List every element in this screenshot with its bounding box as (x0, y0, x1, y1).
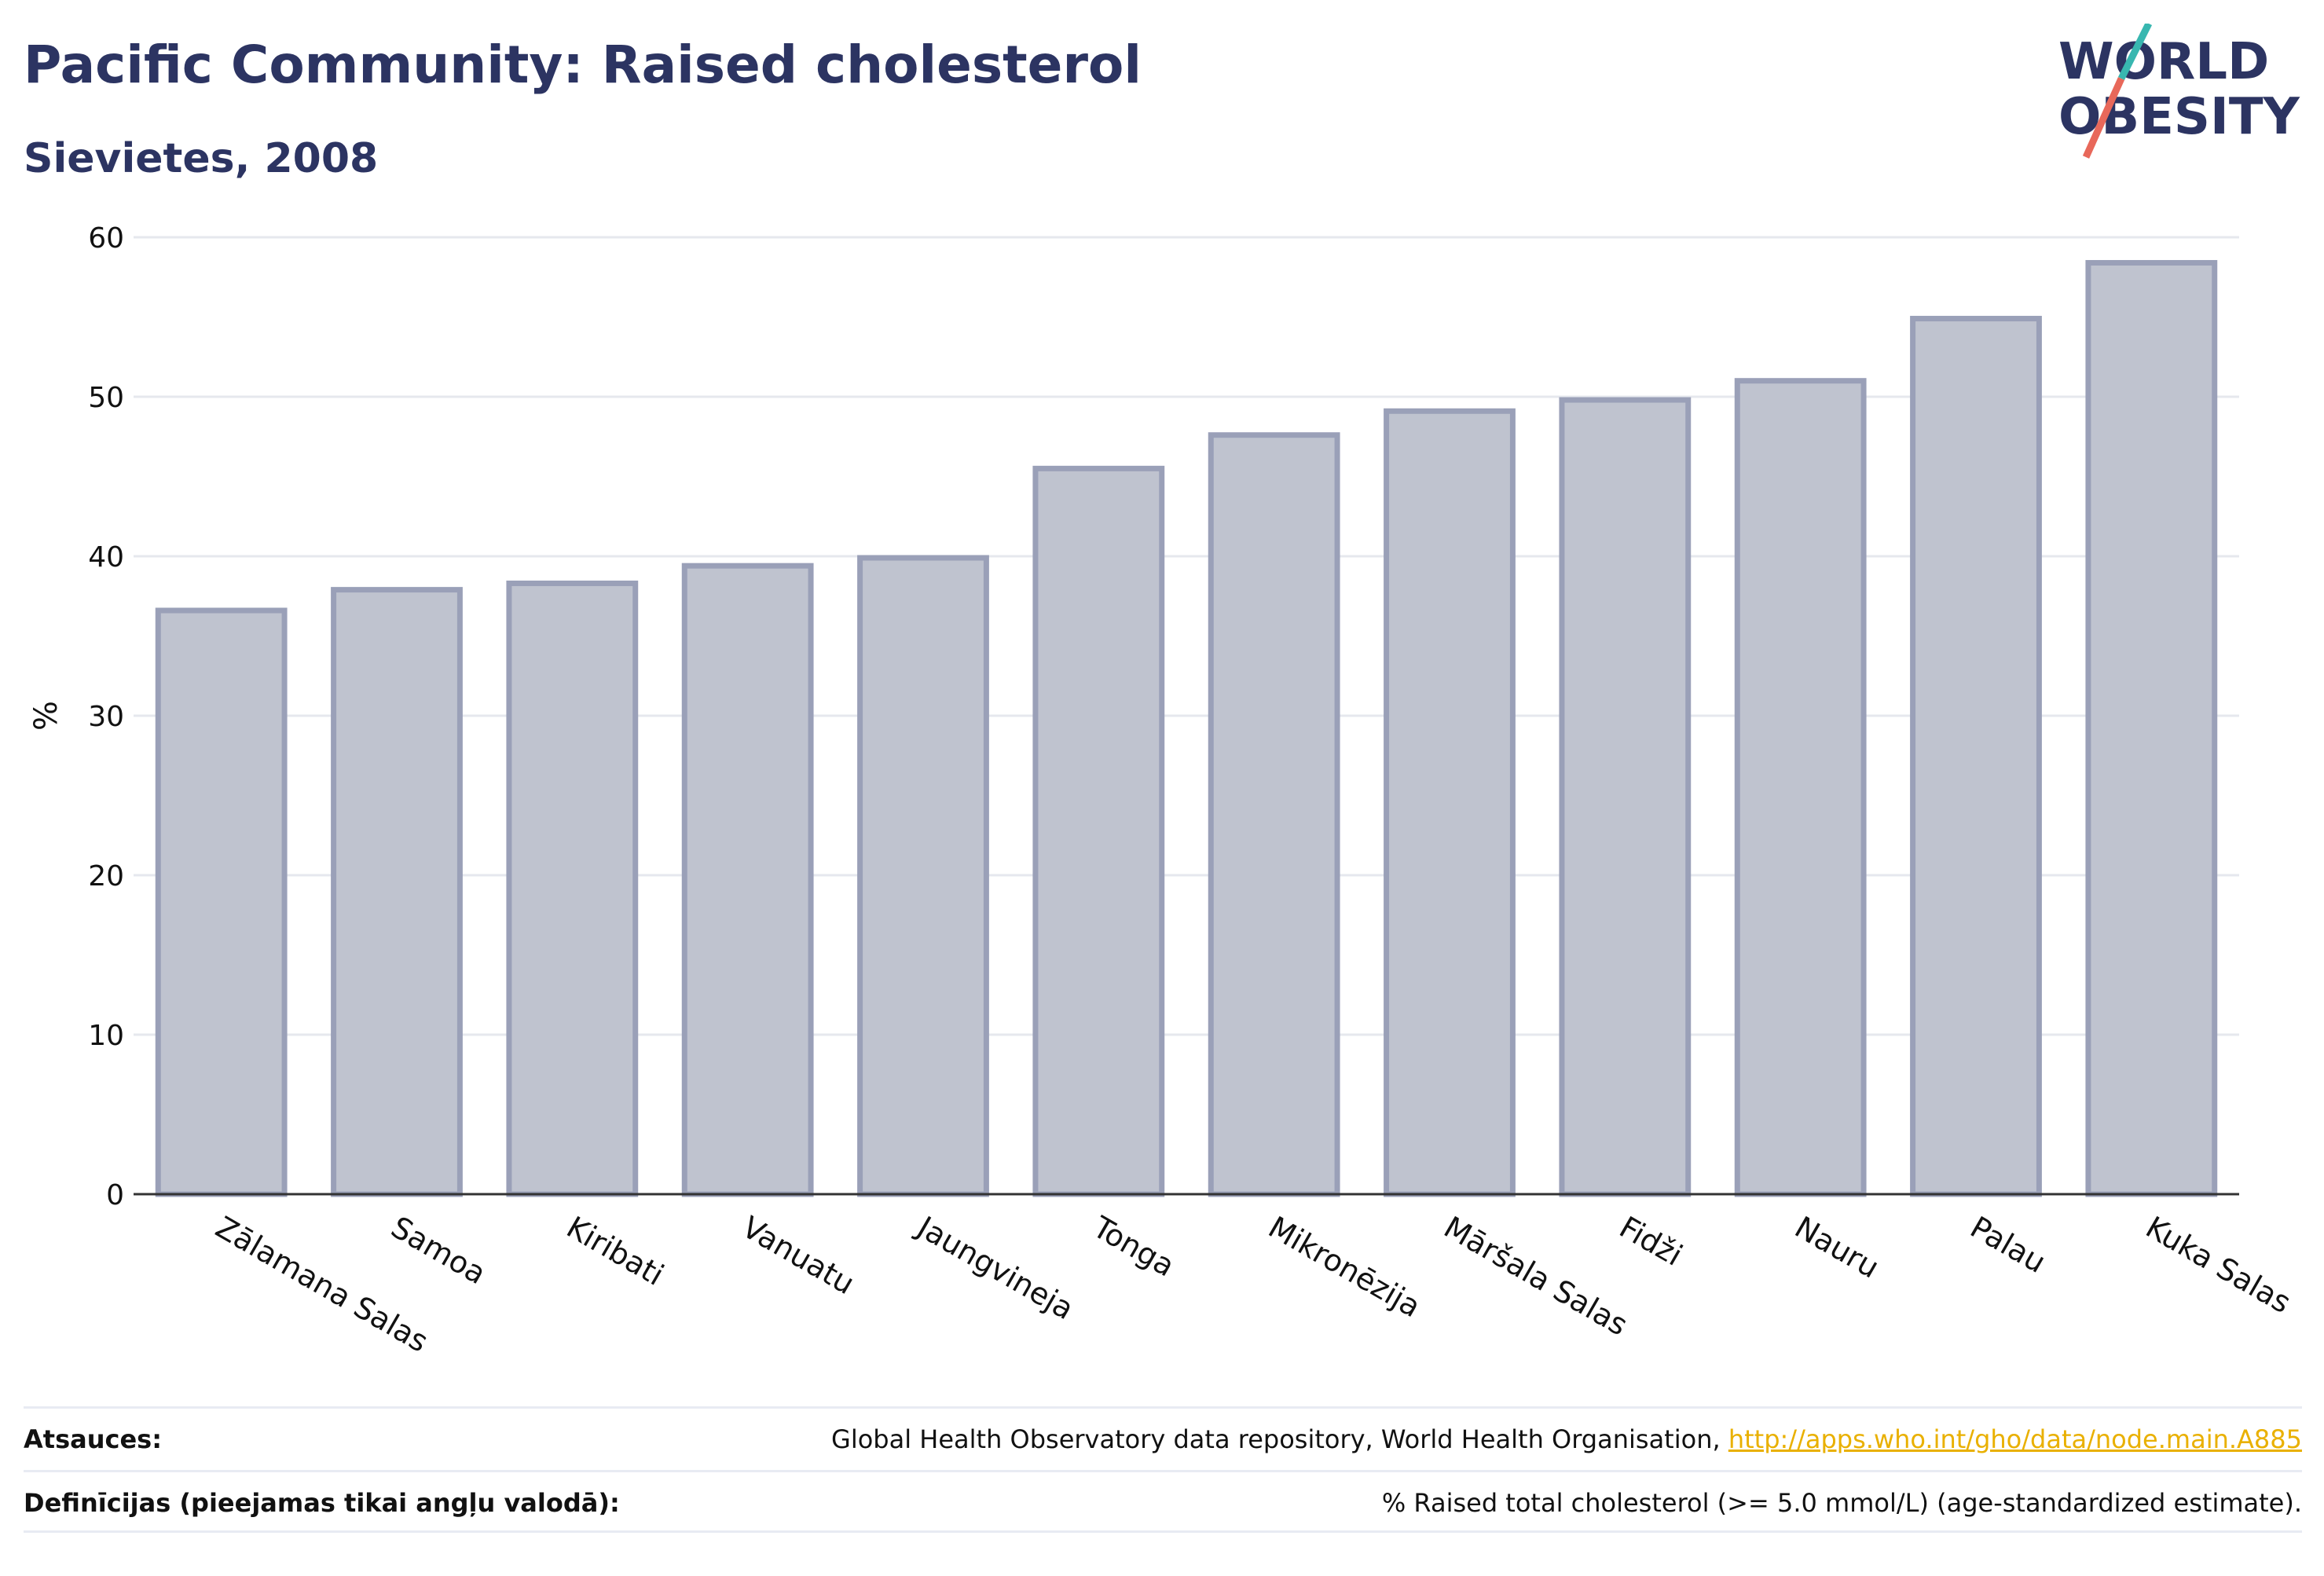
x-tick-label: Nauru (1789, 1210, 1885, 1285)
x-tick-label: Kuka Salas (2140, 1210, 2297, 1321)
sources-label: Atsauces: (24, 1424, 162, 1454)
x-tick-label: Mikronēzija (1263, 1210, 1426, 1325)
bar (155, 607, 288, 1197)
sources-text: Global Health Observatory data repositor… (831, 1424, 1728, 1454)
y-tick-label: 50 (88, 382, 124, 414)
x-tick-label: Palau (1965, 1210, 2052, 1280)
y-tick-label: 20 (88, 860, 124, 892)
chart-subtitle: Sievietes, 2008 (24, 135, 379, 182)
chart-title: Pacific Community: Raised cholesterol (24, 35, 1142, 95)
bar (2085, 259, 2218, 1197)
bar (1208, 432, 1340, 1197)
y-tick-label: 0 (106, 1179, 124, 1211)
x-tick-label: Samoa (386, 1210, 492, 1292)
x-tick-label: Jaungvineja (911, 1209, 1080, 1327)
y-tick-label: 60 (88, 222, 124, 255)
logo-slash-bottom (2082, 77, 2125, 159)
x-tick-label: Māršala Salas (1439, 1210, 1634, 1343)
x-tick-label: Tonga (1087, 1209, 1180, 1283)
sources-value: Global Health Observatory data repositor… (831, 1424, 2302, 1454)
bar (681, 563, 814, 1197)
definitions-text: % Raised total cholesterol (>= 5.0 mmol/… (1381, 1488, 2302, 1518)
y-axis-title: % (28, 701, 64, 731)
y-tick-label: 10 (88, 1020, 124, 1052)
x-tick-label: Kiribati (561, 1210, 670, 1292)
bar (1559, 397, 1692, 1197)
y-tick-label: 30 (88, 701, 124, 733)
bar (857, 555, 989, 1197)
bar (1384, 408, 1516, 1197)
definitions-row: Definīcijas (pieejamas tikai angļu valod… (24, 1470, 2302, 1534)
x-tick-label: Vanuatu (736, 1210, 860, 1301)
bar (1032, 465, 1165, 1197)
sources-link[interactable]: http://apps.who.int/gho/data/node.main.A… (1728, 1424, 2302, 1454)
logo-slash-top (2117, 24, 2153, 81)
x-tick-label: Fidži (1614, 1210, 1688, 1273)
sources-row: Atsauces: Global Health Observatory data… (24, 1406, 2302, 1470)
world-obesity-logo: WORLD OBESITY (2058, 24, 2300, 159)
bar (1910, 316, 2042, 1197)
y-tick-label: 40 (88, 541, 124, 574)
bar (1734, 378, 1867, 1197)
bars (155, 259, 2218, 1197)
footer-divider (24, 1530, 2302, 1533)
logo-line-1: WORLD (2058, 33, 2269, 91)
grid-lines (134, 236, 2239, 1036)
bar (331, 587, 463, 1197)
bar (506, 581, 639, 1197)
definitions-label: Definīcijas (pieejamas tikai angļu valod… (24, 1488, 620, 1518)
